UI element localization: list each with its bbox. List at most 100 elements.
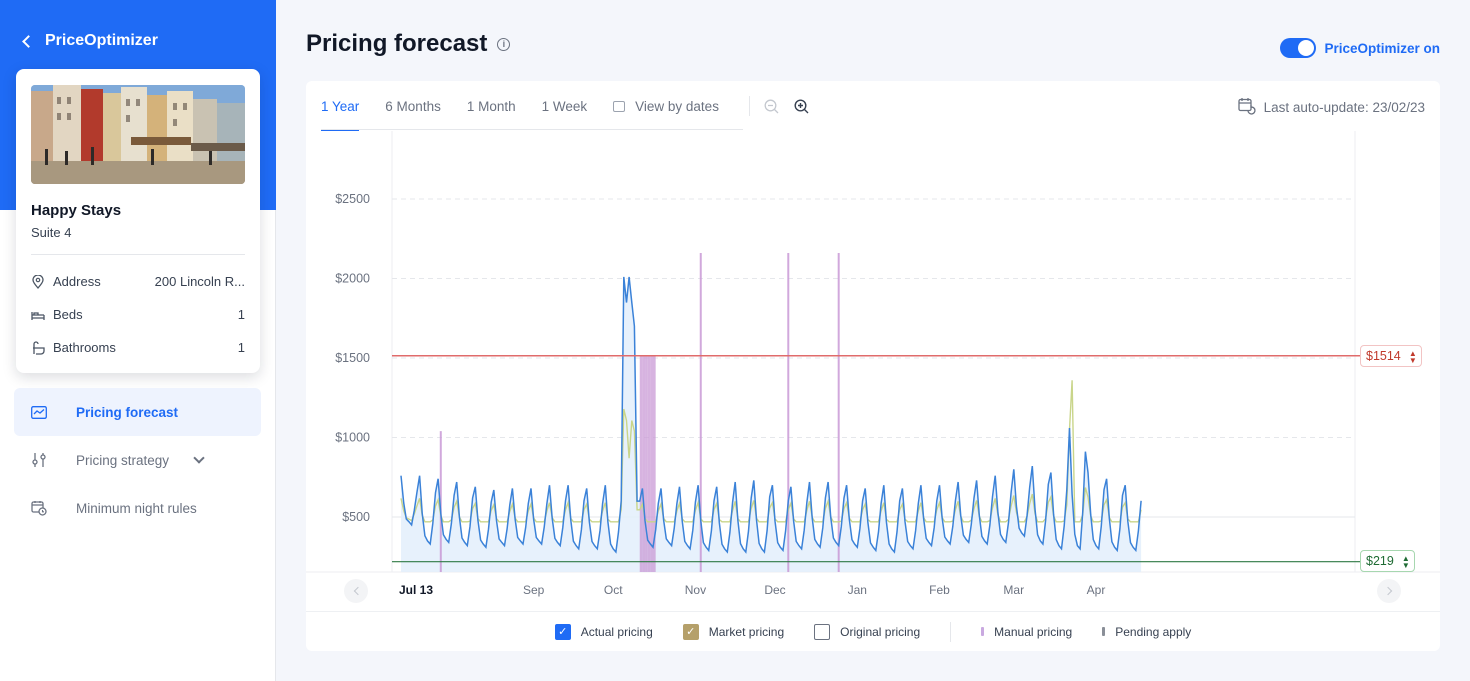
tab-underline — [321, 129, 743, 130]
x-tick-label: Feb — [929, 583, 950, 597]
chart-next-button[interactable] — [1377, 579, 1401, 603]
x-tick-label: Jan — [848, 583, 867, 597]
legend-market-pricing[interactable]: ✓ Market pricing — [682, 623, 785, 640]
legend-original-pricing[interactable]: Original pricing — [814, 623, 921, 640]
x-tick-label: Dec — [764, 583, 785, 597]
optimizer-toggle-label: PriceOptimizer on — [1324, 40, 1440, 56]
calendar-clock-icon — [30, 499, 48, 517]
checkbox-checked-icon[interactable]: ✓ — [554, 623, 571, 640]
y-tick-label: $1000 — [335, 431, 370, 445]
chevron-left-icon — [353, 586, 362, 596]
property-card: Happy Stays Suite 4 Address 200 Lincoln … — [16, 69, 260, 373]
legend-label: Manual pricing — [994, 624, 1073, 639]
info-value: 1 — [237, 307, 245, 322]
x-tick-label: Mar — [1003, 583, 1024, 597]
x-tick-label: Oct — [604, 583, 623, 597]
actual-pricing-area — [401, 276, 1142, 572]
chart-icon — [30, 403, 48, 421]
info-icon[interactable]: i — [497, 37, 511, 51]
manual-pricing-bar — [650, 355, 654, 572]
x-tick-label: Jul 13 — [399, 583, 433, 597]
x-tick-label: Sep — [523, 583, 545, 597]
legend-divider — [950, 621, 952, 642]
legend-manual-pricing: Manual pricing — [981, 625, 1072, 639]
calendar-icon — [613, 100, 626, 112]
legend-label: Pending apply — [1115, 624, 1192, 639]
info-label: Address — [53, 274, 101, 289]
pricing-chart: $500 $1000 $1500 $2000 $2500 Jul 13 Sep Oct Nov D… — [306, 131, 1440, 597]
tab-1-month[interactable]: 1 Month — [466, 98, 516, 114]
range-tabs: 1 Year 6 Months 1 Month 1 Week View by d… — [321, 81, 824, 131]
stepper-icon: ▲ ▼ — [1408, 349, 1417, 365]
info-row-address: Address 200 Lincoln R... — [31, 265, 245, 298]
zoom-in-icon[interactable] — [794, 98, 810, 114]
info-row-beds: Beds 1 — [31, 298, 245, 331]
legend-actual-pricing[interactable]: ✓ Actual pricing — [554, 623, 653, 640]
sidebar-nav: Pricing forecast Pricing strategy Minimu… — [14, 388, 261, 532]
view-by-dates-tab[interactable]: View by dates — [613, 81, 732, 131]
zoom-out-icon[interactable] — [764, 98, 780, 114]
app-header: PriceOptimizer — [20, 32, 158, 50]
optimizer-toggle-group: PriceOptimizer on — [1280, 38, 1440, 58]
manual-marker-icon — [981, 627, 985, 636]
y-tick-label: $2000 — [335, 272, 370, 286]
bed-icon — [31, 308, 45, 322]
last-update: Last auto-update: 23/02/23 — [1237, 97, 1425, 118]
location-pin-icon — [31, 274, 45, 289]
chart-prev-button[interactable] — [344, 579, 368, 603]
y-tick-label: $500 — [342, 510, 370, 524]
x-tick-label: Nov — [685, 583, 706, 597]
tab-1-year[interactable]: 1 Year — [321, 81, 372, 131]
x-tick-label: Apr — [1087, 583, 1106, 597]
property-name: Happy Stays — [31, 202, 122, 219]
optimizer-toggle[interactable] — [1280, 38, 1317, 58]
info-label: Bathrooms — [53, 340, 116, 355]
actual-pricing-line — [400, 276, 1142, 554]
sidebar-item-label: Pricing strategy — [76, 452, 170, 468]
page-title: Pricing forecast i — [306, 30, 511, 58]
calendar-refresh-icon — [1237, 97, 1256, 118]
page-title-text: Pricing forecast — [306, 30, 488, 57]
property-unit: Suite 4 — [31, 225, 72, 240]
tab-1-week[interactable]: 1 Week — [541, 98, 588, 114]
checkbox-unchecked-icon[interactable] — [814, 623, 831, 640]
sidebar-item-pricing-strategy[interactable]: Pricing strategy — [14, 436, 261, 484]
y-tick-label: $2500 — [335, 192, 370, 206]
pending-marker-icon — [1102, 627, 1106, 636]
back-chevron-icon[interactable] — [22, 34, 35, 48]
sidebar-item-minimum-night-rules[interactable]: Minimum night rules — [14, 484, 261, 532]
forecast-panel: 1 Year 6 Months 1 Month 1 Week View by d… — [306, 81, 1440, 651]
max-price-tag[interactable]: $1514 ▲ ▼ — [1360, 345, 1422, 367]
manual-pricing-bar — [642, 355, 646, 572]
info-value: 1 — [237, 340, 245, 355]
card-divider — [31, 254, 245, 255]
view-by-dates-label: View by dates — [635, 98, 719, 114]
bathtub-icon — [31, 340, 45, 355]
manual-pricing-bar — [645, 355, 648, 572]
manual-pricing-bar — [653, 355, 656, 572]
toolbar-divider — [748, 96, 750, 116]
legend-label: Market pricing — [708, 624, 785, 639]
info-row-bathrooms: Bathrooms 1 — [31, 331, 245, 364]
min-price-value: $219 — [1366, 554, 1394, 568]
sliders-icon — [30, 451, 48, 469]
manual-pricing-bar — [647, 355, 651, 572]
property-photo — [31, 85, 245, 184]
legend-pending-apply: Pending apply — [1102, 625, 1191, 639]
sidebar-item-pricing-forecast[interactable]: Pricing forecast — [14, 388, 261, 436]
legend-label: Actual pricing — [580, 624, 653, 639]
chevron-right-icon — [1383, 586, 1392, 596]
y-tick-label: $1500 — [335, 351, 370, 365]
info-label: Beds — [53, 307, 83, 322]
min-price-tag[interactable]: $219 ▲ ▼ — [1360, 550, 1415, 572]
chevron-down-icon[interactable] — [193, 452, 205, 464]
manual-pricing-bar — [639, 355, 643, 572]
max-price-value: $1514 — [1366, 349, 1401, 363]
stepper-icon: ▲ ▼ — [1401, 554, 1410, 570]
tab-6-months[interactable]: 6 Months — [385, 98, 441, 114]
app-title: PriceOptimizer — [45, 32, 158, 49]
info-value: 200 Lincoln R... — [154, 274, 245, 289]
legend-label: Original pricing — [840, 624, 921, 639]
chart-legend: ✓ Actual pricing ✓ Market pricing Origin… — [306, 611, 1440, 651]
checkbox-checked-icon[interactable]: ✓ — [682, 623, 699, 640]
